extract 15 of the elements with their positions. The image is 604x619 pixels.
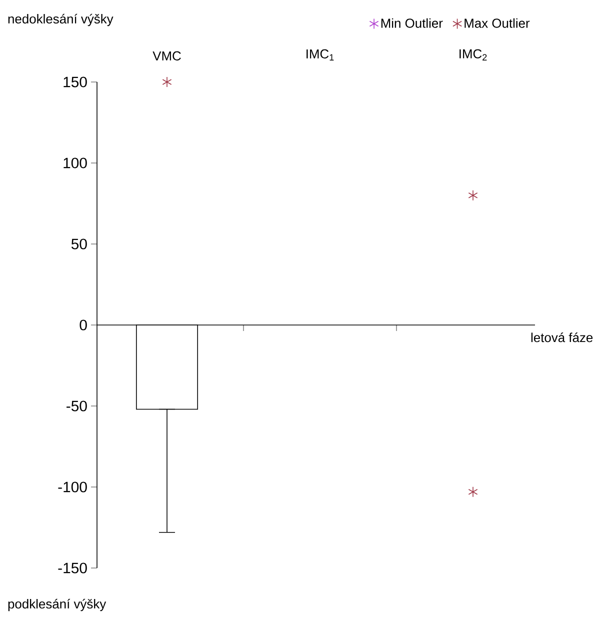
- x-axis-title: letová fáze: [531, 332, 593, 342]
- x-tick-label: VMC: [152, 51, 181, 60]
- legend-label: Min Outlier: [381, 18, 443, 28]
- x-tick-label: IMC$_{1}$: [306, 49, 334, 60]
- x-tick-label: IMC$_{2}$: [460, 49, 487, 60]
- y-tick-label: 0: [80, 320, 87, 330]
- y-tick-label: 50: [71, 238, 87, 250]
- y-tick-label: 150: [64, 76, 87, 88]
- y-axis-title: nedoklesání výšky: [8, 14, 114, 26]
- text: podklesání výšky: [8, 598, 106, 612]
- y-tick-label: -150: [58, 562, 87, 574]
- y-tick-label: 100: [64, 158, 87, 168]
- y-tick-label: -100: [58, 482, 87, 492]
- legend-label: Max Outlier: [464, 18, 530, 28]
- y-tick-label: -50: [66, 400, 87, 412]
